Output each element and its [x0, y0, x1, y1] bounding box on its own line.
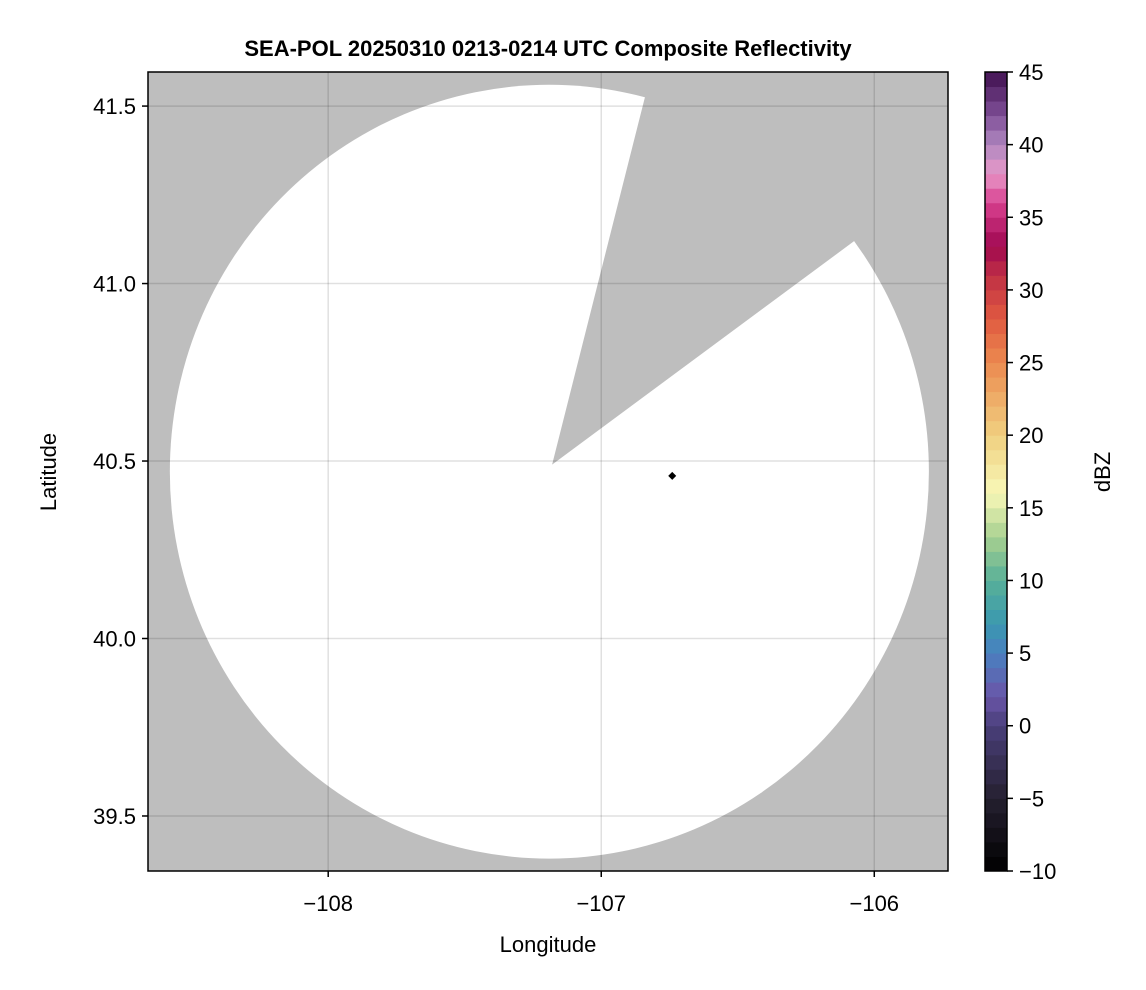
colorbar-band — [985, 711, 1007, 727]
x-tick-label: −108 — [303, 891, 353, 916]
x-axis-ticks: −108 −107 −106 — [303, 871, 899, 916]
colorbar-band — [985, 740, 1007, 756]
colorbar-tick-label: 35 — [1019, 205, 1043, 230]
colorbar: −10 −5 0 5 10 15 20 25 30 35 40 45 — [984, 60, 1056, 884]
colorbar-tick-label: 10 — [1019, 568, 1043, 593]
y-tick-label: 41.5 — [93, 94, 136, 119]
x-tick-label: −107 — [576, 891, 626, 916]
colorbar-tick-label: 0 — [1019, 714, 1031, 739]
colorbar-band — [985, 653, 1007, 669]
colorbar-band — [985, 435, 1007, 451]
colorbar-band — [985, 260, 1007, 276]
colorbar-band — [985, 188, 1007, 204]
colorbar-band — [985, 289, 1007, 305]
colorbar-band — [985, 231, 1007, 247]
y-axis-label: Latitude — [36, 433, 61, 511]
colorbar-label: dBZ — [1090, 452, 1115, 492]
blocked-sector — [552, 72, 948, 465]
colorbar-tick-label: 5 — [1019, 641, 1031, 666]
colorbar-band — [985, 696, 1007, 712]
colorbar-band — [985, 333, 1007, 349]
colorbar-band — [985, 493, 1007, 509]
colorbar-band — [985, 420, 1007, 436]
y-tick-label: 40.0 — [93, 627, 136, 652]
colorbar-tick-label: 25 — [1019, 351, 1043, 376]
colorbar-tick-label: −5 — [1019, 786, 1044, 811]
colorbar-band — [985, 173, 1007, 189]
colorbar-band — [985, 275, 1007, 291]
colorbar-band — [985, 754, 1007, 770]
colorbar-band — [985, 551, 1007, 567]
colorbar-band — [985, 798, 1007, 814]
colorbar-band — [985, 580, 1007, 596]
colorbar-band — [985, 362, 1007, 378]
colorbar-band — [985, 304, 1007, 320]
colorbar-band — [985, 667, 1007, 683]
colorbar-band — [985, 841, 1007, 857]
colorbar-tick-label: 30 — [1019, 278, 1043, 303]
colorbar-band — [985, 391, 1007, 407]
colorbar-band — [985, 464, 1007, 480]
y-axis-ticks: 39.5 40.0 40.5 41.0 41.5 — [93, 94, 148, 829]
colorbar-band — [985, 202, 1007, 218]
colorbar-band — [985, 115, 1007, 131]
colorbar-band — [985, 565, 1007, 581]
colorbar-band — [985, 86, 1007, 102]
colorbar-tick-label: 20 — [1019, 423, 1043, 448]
colorbar-tick-label: −10 — [1019, 859, 1056, 884]
colorbar-tick-label: 15 — [1019, 496, 1043, 521]
plot-frame — [147, 71, 949, 872]
chart-title: SEA-POL 20250310 0213-0214 UTC Composite… — [244, 36, 852, 61]
colorbar-band — [985, 856, 1007, 872]
colorbar-band — [985, 449, 1007, 465]
colorbar-band — [985, 144, 1007, 160]
colorbar-band — [985, 536, 1007, 552]
colorbar-band — [985, 609, 1007, 625]
colorbar-band — [985, 318, 1007, 334]
y-tick-label: 40.5 — [93, 449, 136, 474]
colorbar-band — [985, 827, 1007, 843]
radar-site-marker — [668, 471, 677, 480]
colorbar-band — [985, 348, 1007, 364]
colorbar-band — [985, 594, 1007, 611]
y-tick-label: 41.0 — [93, 272, 136, 297]
colorbar-band — [985, 507, 1007, 523]
colorbar-tick-label: 45 — [1019, 60, 1043, 85]
colorbar-band — [985, 406, 1007, 422]
colorbar-band — [985, 783, 1007, 799]
x-tick-label: −106 — [849, 891, 899, 916]
colorbar-band — [985, 725, 1007, 741]
x-axis-label: Longitude — [500, 932, 597, 957]
colorbar-band — [985, 522, 1007, 538]
colorbar-band — [985, 130, 1007, 146]
colorbar-band — [985, 478, 1007, 494]
colorbar-band — [985, 638, 1007, 654]
colorbar-frame — [984, 71, 1008, 872]
colorbar-band — [985, 159, 1007, 175]
plot-area — [147, 71, 949, 872]
colorbar-band — [985, 682, 1007, 698]
colorbar-band — [985, 769, 1007, 785]
colorbar-band — [985, 217, 1007, 233]
colorbar-tick-label: 40 — [1019, 133, 1043, 158]
colorbar-band — [985, 72, 1007, 88]
y-tick-label: 39.5 — [93, 804, 136, 829]
colorbar-band — [985, 101, 1007, 117]
colorbar-band — [985, 246, 1007, 262]
plot-content — [148, 72, 948, 871]
colorbar-band — [985, 377, 1007, 393]
colorbar-band — [985, 812, 1007, 828]
colorbar-band — [985, 624, 1007, 640]
